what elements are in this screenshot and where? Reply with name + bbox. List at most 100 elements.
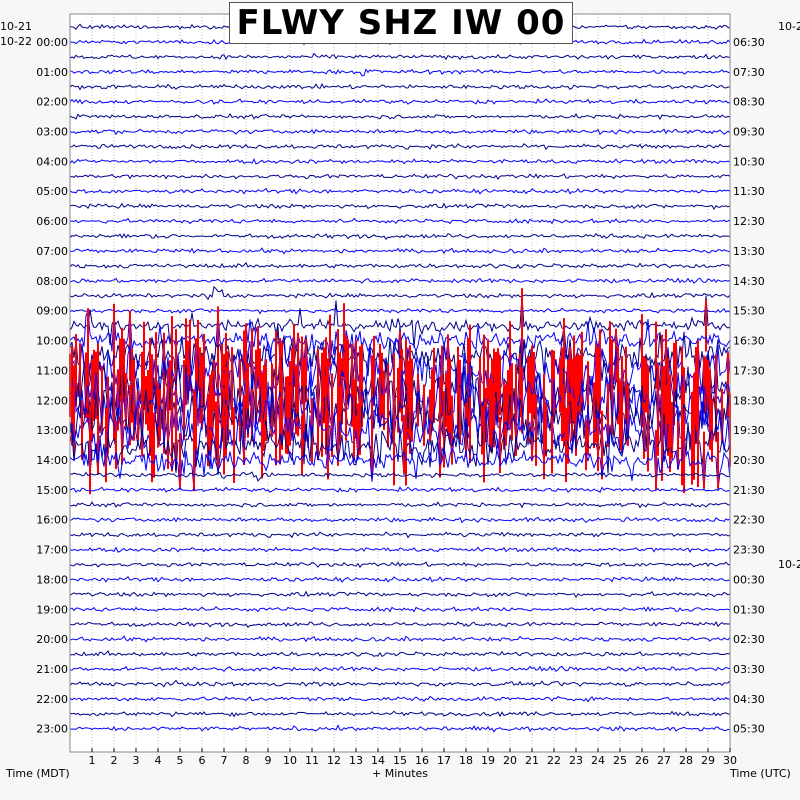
trace-row xyxy=(69,277,731,284)
trace-row xyxy=(69,561,731,569)
trace-row xyxy=(69,429,731,491)
right-date-mid: 10-2 xyxy=(778,558,800,571)
trace-row xyxy=(69,217,731,225)
right-hour-label: 14:30 xyxy=(733,275,765,288)
trace-row xyxy=(69,158,731,165)
x-tick-label: 5 xyxy=(177,754,184,767)
right-hour-label: 16:30 xyxy=(733,335,765,348)
x-label-right: Time (UTC) xyxy=(729,767,791,780)
left-hour-label: 04:00 xyxy=(36,155,68,168)
trace-row xyxy=(69,143,731,151)
left-hour-label: 08:00 xyxy=(36,275,68,288)
trace-row xyxy=(69,516,731,524)
trace-row xyxy=(69,68,731,77)
trace-row xyxy=(69,635,731,643)
x-tick-label: 10 xyxy=(283,754,297,767)
right-hour-label: 10:30 xyxy=(733,155,765,168)
left-hour-label: 17:00 xyxy=(36,544,68,557)
left-hour-label: 05:00 xyxy=(36,185,68,198)
trace-row xyxy=(69,620,731,629)
trace-row xyxy=(69,649,731,658)
left-hour-label: 02:00 xyxy=(36,96,68,109)
x-tick-label: 20 xyxy=(503,754,517,767)
left-hour-label: 20:00 xyxy=(36,633,68,646)
x-tick-label: 26 xyxy=(635,754,649,767)
trace-row xyxy=(69,546,731,553)
right-hour-label: 15:30 xyxy=(733,305,765,318)
left-hour-label: 14:00 xyxy=(36,454,68,467)
x-tick-label: 16 xyxy=(415,754,429,767)
x-tick-label: 27 xyxy=(657,754,671,767)
x-tick-label: 19 xyxy=(481,754,495,767)
trace-row xyxy=(69,247,731,255)
right-hour-label: 17:30 xyxy=(733,364,765,377)
x-tick-label: 2 xyxy=(111,754,118,767)
trace-row xyxy=(69,307,731,315)
trace-row xyxy=(69,113,731,121)
right-hour-label: 22:30 xyxy=(733,514,765,527)
trace-row xyxy=(69,679,731,688)
trace-row xyxy=(69,173,731,181)
trace-row xyxy=(69,590,731,599)
right-hour-label: 13:30 xyxy=(733,245,765,258)
left-hour-label: 13:00 xyxy=(36,424,68,437)
trace-row xyxy=(69,486,731,493)
left-hour-label: 12:00 xyxy=(36,394,68,407)
x-tick-label: 14 xyxy=(371,754,385,767)
x-tick-label: 15 xyxy=(393,754,407,767)
x-label-center: + Minutes xyxy=(372,767,428,780)
x-tick-label: 22 xyxy=(547,754,561,767)
trace-row xyxy=(69,232,731,240)
x-tick-label: 30 xyxy=(723,754,737,767)
trace-row xyxy=(70,665,731,672)
left-date-main: 10-22 xyxy=(0,35,32,48)
trace-row xyxy=(69,710,730,718)
right-hour-label: 23:30 xyxy=(733,544,765,557)
trace-row xyxy=(69,128,731,136)
x-tick-label: 23 xyxy=(569,754,583,767)
right-date-top: 10-2 xyxy=(778,20,800,33)
trace-row xyxy=(69,52,731,61)
right-hour-label: 08:30 xyxy=(733,96,765,109)
trace-row xyxy=(69,501,731,509)
left-hour-label: 21:00 xyxy=(36,663,68,676)
left-hour-label: 06:00 xyxy=(36,215,68,228)
right-hour-label: 18:30 xyxy=(733,394,765,407)
right-hour-label: 04:30 xyxy=(733,693,765,706)
x-tick-label: 6 xyxy=(199,754,206,767)
x-tick-label: 7 xyxy=(221,754,228,767)
chart-title-box: FLWY SHZ IW 00 xyxy=(229,2,573,44)
x-tick-label: 4 xyxy=(155,754,162,767)
x-tick-label: 3 xyxy=(133,754,140,767)
right-hour-label: 01:30 xyxy=(733,603,765,616)
x-tick-label: 21 xyxy=(525,754,539,767)
left-hour-label: 03:00 xyxy=(36,126,68,139)
right-hour-label: 06:30 xyxy=(733,36,765,49)
right-hour-label: 02:30 xyxy=(733,633,765,646)
trace-row xyxy=(69,202,731,210)
left-hour-label: 09:00 xyxy=(36,305,68,318)
left-hour-label: 22:00 xyxy=(36,693,68,706)
right-hour-label: 11:30 xyxy=(733,185,765,198)
x-tick-label: 28 xyxy=(679,754,693,767)
x-label-left: Time (MDT) xyxy=(5,767,70,780)
right-hour-label: 00:30 xyxy=(733,573,765,586)
right-hour-label: 19:30 xyxy=(733,424,765,437)
left-time-axis: 00:00 01:00 02:00 03:00 04:00 05:00 06:00 07:00… xyxy=(36,36,68,736)
trace-row xyxy=(69,531,731,539)
right-hour-label: 21:30 xyxy=(733,484,765,497)
trace-row xyxy=(69,82,730,91)
trace-row xyxy=(69,98,731,105)
right-hour-label: 09:30 xyxy=(733,126,765,139)
x-tick-label: 12 xyxy=(327,754,341,767)
left-hour-label: 15:00 xyxy=(36,484,68,497)
left-hour-label: 18:00 xyxy=(36,573,68,586)
right-time-axis: 06:30 07:30 08:30 09:30 10:30 11:30 12:30 13:30… xyxy=(733,36,765,736)
left-hour-label: 10:00 xyxy=(36,335,68,348)
left-hour-label: 07:00 xyxy=(36,245,68,258)
left-hour-label: 11:00 xyxy=(36,364,68,377)
x-tick-label: 29 xyxy=(701,754,715,767)
x-tick-label: 25 xyxy=(613,754,627,767)
right-hour-label: 20:30 xyxy=(733,454,765,467)
